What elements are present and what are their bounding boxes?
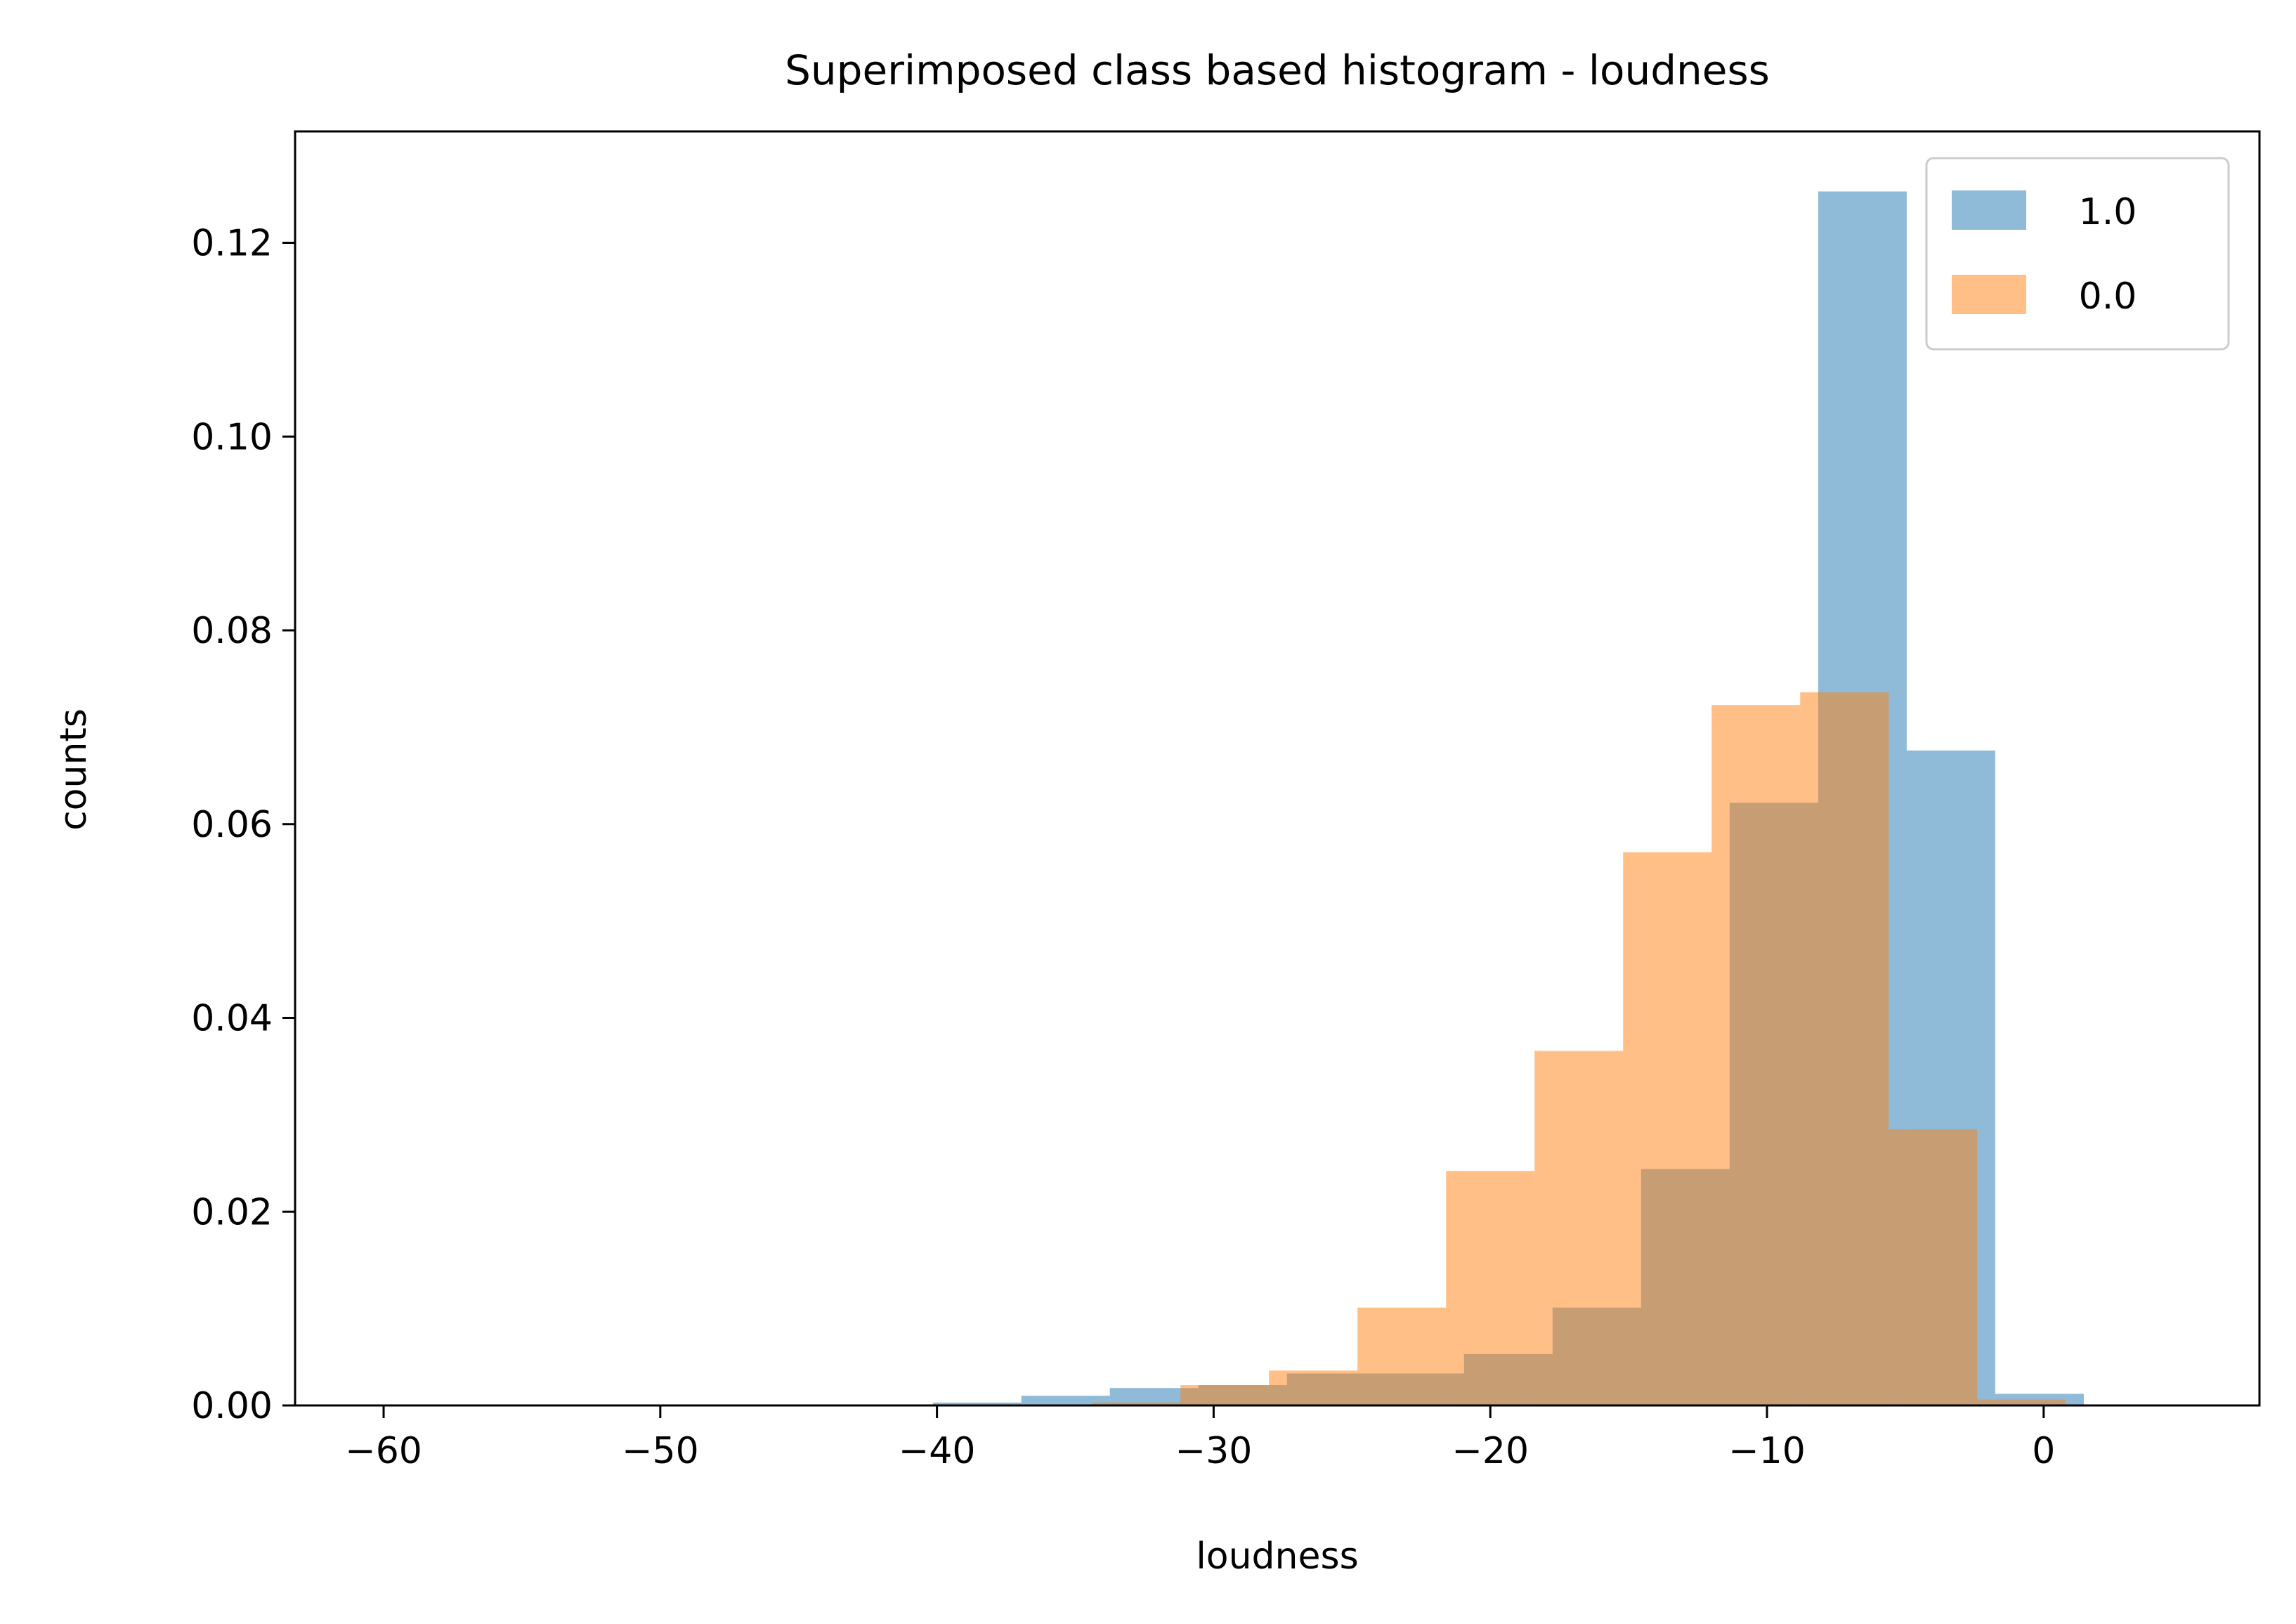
y-tick-label: 0.10 (191, 416, 273, 458)
x-axis-label: loudness (1196, 1535, 1358, 1578)
y-tick-label: 0.00 (191, 1385, 273, 1427)
x-tick-label: −60 (345, 1430, 422, 1472)
bar-series-1-bin-9 (1180, 1385, 1270, 1405)
y-axis-label: counts (53, 708, 95, 831)
bar-series-1-bin-10 (1269, 1370, 1358, 1405)
y-tick-label: 0.12 (191, 223, 273, 265)
x-tick-label: 0 (2032, 1430, 2055, 1472)
bar-series-1-bin-16 (1800, 692, 1889, 1405)
y-tick-label: 0.06 (191, 804, 273, 846)
bar-series-1-bin-15 (1711, 705, 1801, 1405)
y-axis-ticks: 0.00 0.02 0.04 0.06 0.08 0.10 0.12 (191, 223, 295, 1427)
bar-series-0-bin-6 (932, 1402, 1022, 1405)
legend-box (1925, 157, 2230, 351)
y-tick-label: 0.04 (191, 998, 273, 1040)
histogram-bars (932, 191, 2084, 1406)
bar-series-1-bin-12 (1446, 1171, 1535, 1405)
y-tick-label: 0.08 (191, 610, 273, 652)
bar-series-1-bin-11 (1357, 1307, 1447, 1405)
bar-series-1-bin-14 (1623, 852, 1712, 1405)
bar-series-1-bin-13 (1534, 1051, 1624, 1405)
bar-series-1-bin-17 (1889, 1129, 1978, 1405)
legend-label: 1.0 (2079, 191, 2137, 233)
chart-title: Superimposed class based histogram - lou… (785, 46, 1770, 94)
x-tick-label: −20 (1452, 1430, 1529, 1472)
bar-series-1-bin-8 (1092, 1402, 1181, 1405)
x-axis-ticks: −60 −50 −40 −30 −20 −10 0 (345, 1405, 2055, 1472)
legend-label: 0.0 (2079, 275, 2137, 318)
x-tick-label: −10 (1728, 1430, 1806, 1472)
x-tick-label: −50 (622, 1430, 699, 1472)
legend-swatch (1952, 190, 2026, 230)
bar-series-1-bin-18 (1977, 1399, 2066, 1405)
x-tick-label: −30 (1175, 1430, 1253, 1472)
y-tick-label: 0.02 (191, 1191, 273, 1233)
bar-series-0-bin-7 (1021, 1396, 1110, 1405)
x-tick-label: −40 (899, 1430, 976, 1472)
legend: 1.0 0.0 (1925, 157, 2230, 351)
legend-swatch (1952, 275, 2026, 314)
plot-frame (294, 130, 2261, 1407)
